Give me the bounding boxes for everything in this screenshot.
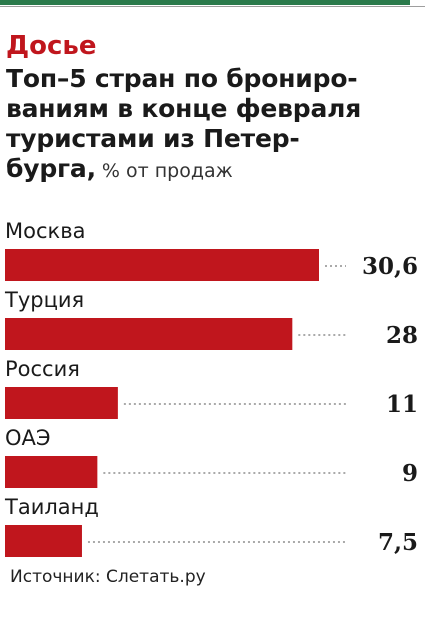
value-label: 7,5 xyxy=(378,529,418,556)
rubric-label: Досье xyxy=(6,31,97,61)
bar xyxy=(5,387,118,419)
top-rule xyxy=(0,6,425,7)
title-line: туристами из Петер- xyxy=(6,124,300,153)
category-label: Таиланд xyxy=(4,495,99,519)
bar xyxy=(5,249,319,281)
title-line: Топ–5 стран по брониро- xyxy=(6,64,358,93)
chart-title: Топ–5 стран по брониро- ваниям в конце ф… xyxy=(6,64,424,186)
value-label: 30,6 xyxy=(362,253,418,280)
category-label: ОАЭ xyxy=(5,426,51,450)
title-last-line: бурга, % от продаж xyxy=(6,154,424,186)
top-accent-bar xyxy=(0,0,425,10)
title-line: ваниям в конце февраля xyxy=(6,94,362,123)
category-label: Россия xyxy=(5,357,80,381)
bar xyxy=(5,318,293,350)
chart-subtitle: % от продаж xyxy=(95,160,233,182)
value-label: 9 xyxy=(402,460,418,487)
source-note: Источник: Слетать.ру xyxy=(10,567,206,587)
bar xyxy=(5,525,82,557)
bar xyxy=(5,456,98,488)
top-accent-fill xyxy=(0,0,410,5)
category-label: Москва xyxy=(5,219,85,243)
value-label: 28 xyxy=(386,322,418,349)
category-label: Турция xyxy=(4,288,84,312)
title-line: бурга, xyxy=(6,154,96,183)
value-label: 11 xyxy=(386,391,418,418)
